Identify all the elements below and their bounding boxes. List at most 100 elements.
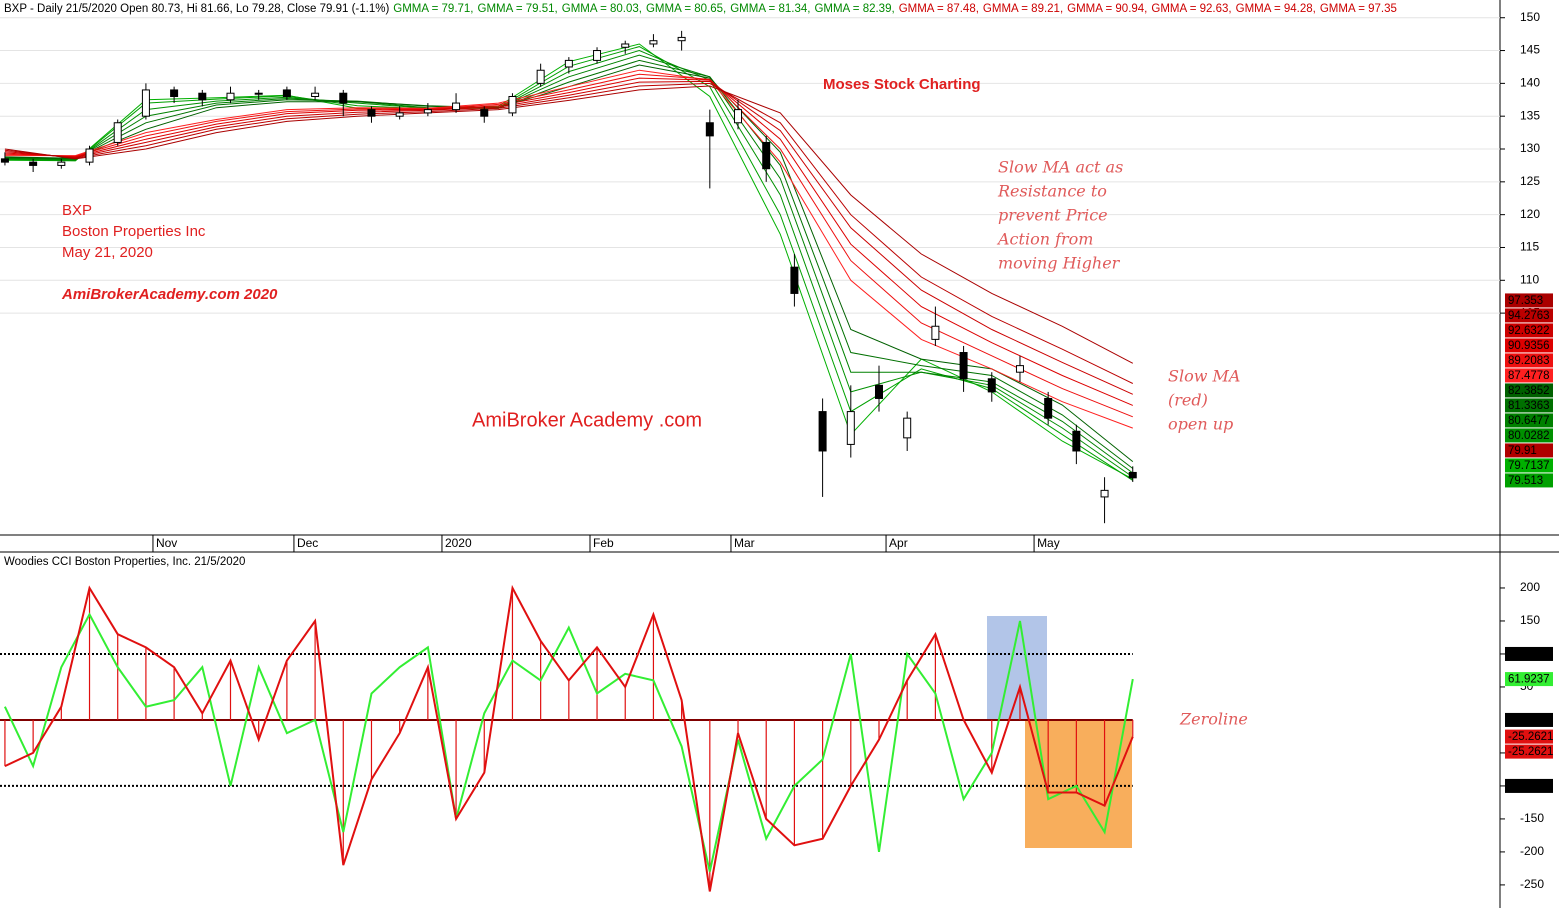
legend-entry: GMMA = 89.21, bbox=[983, 3, 1063, 15]
series-line bbox=[4, 82, 1134, 384]
value-label: 79.7137 bbox=[1508, 460, 1550, 472]
value-label: 61.9237 bbox=[1508, 674, 1550, 686]
annotation: Slow MA act as bbox=[998, 158, 1123, 177]
y-tick-label: -250 bbox=[1520, 877, 1544, 891]
candle-body bbox=[959, 352, 968, 380]
x-tick-label: Feb bbox=[593, 536, 614, 550]
value-label: 80.0282 bbox=[1508, 430, 1550, 442]
value-label: 97.353 bbox=[1508, 295, 1543, 307]
value-label: 79.513 bbox=[1508, 475, 1543, 487]
candle-body bbox=[621, 43, 630, 48]
chart-title: BXP - Daily 21/5/2020 Open 80.73, Hi 81.… bbox=[4, 3, 1397, 15]
chart-title: Woodies CCI Boston Properties, Inc. 21/5… bbox=[4, 556, 245, 568]
annotation: prevent Price bbox=[998, 206, 1108, 225]
annotation: Resistance to bbox=[997, 182, 1107, 201]
candle-body bbox=[1128, 471, 1137, 479]
legend-entry: GMMA = 92.63, bbox=[1151, 3, 1231, 15]
candle-body bbox=[423, 109, 432, 114]
candle-body bbox=[254, 92, 263, 95]
annotation: moving Higher bbox=[998, 254, 1121, 273]
candle-body bbox=[480, 109, 489, 117]
value-label: 79.91 bbox=[1508, 445, 1537, 457]
candle-body bbox=[536, 69, 545, 84]
value-label-box bbox=[1505, 778, 1553, 793]
x-tick-label: May bbox=[1037, 536, 1060, 550]
plot-layer: 105110115120125130135140145150NovDec2020… bbox=[0, 3, 1553, 892]
candle-body bbox=[113, 122, 122, 143]
value-label: 94.2763 bbox=[1508, 310, 1550, 322]
x-tick-label: 2020 bbox=[445, 536, 472, 550]
value-label: -25.2621 bbox=[1508, 746, 1553, 758]
candle-body bbox=[818, 411, 827, 452]
annotation: (red) bbox=[1168, 391, 1208, 410]
value-label-box bbox=[1505, 293, 1553, 308]
legend-entry: GMMA = 94.28, bbox=[1236, 3, 1316, 15]
value-label: 82.3852 bbox=[1508, 385, 1550, 397]
value-label-box bbox=[1505, 428, 1553, 443]
value-label: 81.3363 bbox=[1508, 400, 1550, 412]
annotation: AmiBrokerAcademy.com 2020 bbox=[61, 286, 278, 303]
series-line bbox=[4, 73, 1133, 418]
x-tick-label: Nov bbox=[156, 536, 177, 550]
legend-entry: GMMA = 90.94, bbox=[1067, 3, 1147, 15]
x-tick-label: Mar bbox=[734, 536, 755, 550]
y-tick-label: -150 bbox=[1520, 811, 1544, 825]
candle-body bbox=[395, 112, 404, 117]
value-label: 80.6477 bbox=[1508, 415, 1550, 427]
annotation: Action from bbox=[996, 230, 1093, 249]
value-label-box bbox=[1505, 383, 1553, 398]
legend-entry: GMMA = 82.39, bbox=[814, 3, 894, 15]
x-tick-label: Apr bbox=[889, 536, 908, 550]
candle-body bbox=[1100, 489, 1109, 498]
y-tick-label: 140 bbox=[1520, 76, 1540, 90]
series-line bbox=[4, 584, 1134, 892]
candle-body bbox=[198, 92, 207, 101]
series-line bbox=[4, 85, 1134, 364]
value-label-box bbox=[1505, 712, 1553, 727]
annotation: BXP bbox=[62, 202, 92, 219]
value-label: 100 bbox=[1508, 648, 1527, 660]
y-tick-label: 135 bbox=[1520, 108, 1540, 122]
candle-body bbox=[0, 158, 9, 163]
series-line bbox=[4, 80, 1134, 395]
value-label: 92.6322 bbox=[1508, 325, 1550, 337]
candle-body bbox=[903, 417, 912, 439]
candle-body bbox=[85, 148, 94, 163]
candle-body bbox=[762, 141, 771, 170]
legend-entry: GMMA = 81.34, bbox=[730, 3, 810, 15]
value-label-box bbox=[1505, 323, 1553, 338]
candle-body bbox=[508, 95, 517, 114]
annotation: Zeroline bbox=[1179, 710, 1248, 729]
annotation: open up bbox=[1168, 415, 1233, 434]
candle-body bbox=[367, 109, 376, 117]
candle-body bbox=[593, 50, 602, 61]
value-label-box bbox=[1505, 353, 1553, 368]
annotation: May 21, 2020 bbox=[62, 244, 153, 261]
candle-body bbox=[57, 161, 66, 166]
candle-body bbox=[987, 378, 996, 393]
value-label-box bbox=[1505, 413, 1553, 428]
candle-body bbox=[931, 325, 940, 340]
candle-body bbox=[282, 89, 291, 97]
legend-entry: GMMA = 97.35 bbox=[1320, 3, 1397, 15]
x-tick-label: Dec bbox=[297, 536, 318, 550]
candle-body bbox=[1072, 430, 1081, 452]
value-label-box bbox=[1505, 473, 1553, 488]
candle-body bbox=[564, 59, 573, 68]
candle-body bbox=[170, 89, 179, 97]
value-label: 89.2083 bbox=[1508, 355, 1550, 367]
candle-body bbox=[311, 92, 320, 97]
candle-body bbox=[1015, 365, 1024, 373]
value-label-box bbox=[1505, 672, 1553, 687]
value-label-box bbox=[1505, 729, 1553, 744]
annotation: Boston Properties Inc bbox=[62, 223, 206, 240]
y-tick-label: 125 bbox=[1520, 174, 1540, 188]
series-line bbox=[4, 54, 1134, 474]
candle-body bbox=[677, 36, 686, 42]
y-tick-label: 150 bbox=[1520, 10, 1540, 24]
legend-entry: GMMA = 79.51, bbox=[478, 3, 558, 15]
value-label: 90.9356 bbox=[1508, 340, 1550, 352]
title-text: Woodies CCI Boston Properties, Inc. 21/5… bbox=[4, 556, 245, 568]
legend-entry: GMMA = 80.65, bbox=[646, 3, 726, 15]
